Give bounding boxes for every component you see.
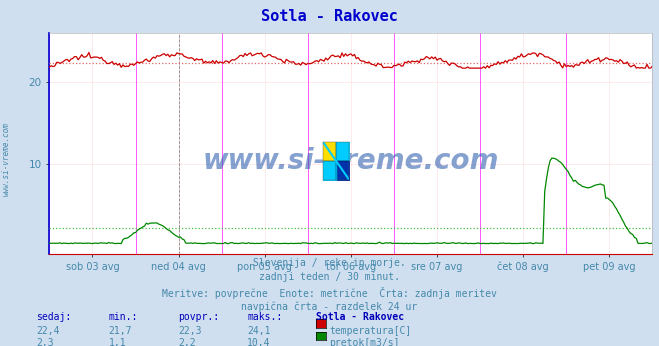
Text: 22,3: 22,3 (178, 326, 202, 336)
Text: 1,1: 1,1 (109, 338, 127, 346)
Text: povpr.:: povpr.: (178, 312, 219, 322)
Text: min.:: min.: (109, 312, 138, 322)
Text: www.si-vreme.com: www.si-vreme.com (2, 122, 11, 196)
Text: maks.:: maks.: (247, 312, 282, 322)
Text: temperatura[C]: temperatura[C] (330, 326, 412, 336)
Text: Slovenija / reke in morje.: Slovenija / reke in morje. (253, 258, 406, 268)
Text: navpična črta - razdelek 24 ur: navpična črta - razdelek 24 ur (241, 301, 418, 312)
Text: www.si-vreme.com: www.si-vreme.com (203, 147, 499, 175)
Text: Meritve: povprečne  Enote: metrične  Črta: zadnja meritev: Meritve: povprečne Enote: metrične Črta:… (162, 287, 497, 299)
Text: 24,1: 24,1 (247, 326, 271, 336)
Text: zadnji teden / 30 minut.: zadnji teden / 30 minut. (259, 272, 400, 282)
Text: 2,3: 2,3 (36, 338, 54, 346)
Text: sedaj:: sedaj: (36, 312, 71, 322)
Text: Sotla - Rakovec: Sotla - Rakovec (261, 9, 398, 24)
Text: 2,2: 2,2 (178, 338, 196, 346)
Text: 21,7: 21,7 (109, 326, 132, 336)
Text: 10,4: 10,4 (247, 338, 271, 346)
Text: pretok[m3/s]: pretok[m3/s] (330, 338, 400, 346)
Text: Sotla - Rakovec: Sotla - Rakovec (316, 312, 405, 322)
Text: 22,4: 22,4 (36, 326, 60, 336)
